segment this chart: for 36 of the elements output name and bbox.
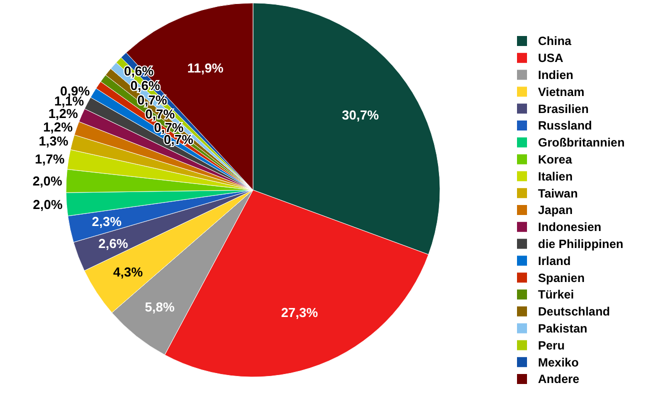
legend-label: Großbritannien [538,136,625,150]
data-label: 2,0% [32,197,63,212]
legend-label: Taiwan [538,186,578,200]
data-label: 2,6% [98,236,128,251]
legend-label: Brasilien [538,102,589,116]
data-label: 2,3% [92,214,122,229]
legend-label: Türkei [538,288,574,302]
legend-label: China [538,34,572,48]
data-label: 11,9% [187,60,224,76]
legend-label: Indonesien [538,220,602,234]
data-label: 27,3% [281,304,318,320]
legend-label: Spanien [538,270,585,285]
legend-label: USA [538,51,564,66]
data-label: 4,3% [113,264,144,280]
legend-label: Korea [538,152,572,166]
data-label: 2,0% [32,173,63,188]
data-label: 5,8% [144,299,175,314]
legend-label: Japan [538,203,573,218]
legend-label: Irland [538,254,571,268]
data-label: 30,7% [342,108,380,123]
data-label: 0,6% [130,78,160,94]
legend-label: Russland [538,118,592,133]
data-label: 1,7% [34,151,66,166]
legend-label: Deutschland [538,304,610,319]
data-label: 1,2% [48,106,78,122]
legend-label: Italien [538,169,573,184]
legend-label: Mexiko [538,355,579,370]
data-label: 0,6% [124,63,154,78]
legend-label: die Philippinen [538,237,624,251]
legend-label: Andere [538,372,580,386]
legend-label: Peru [538,338,565,352]
data-label: 1,2% [43,119,74,134]
legend-label: Vietnam [538,84,584,99]
legend-label: Indien [538,68,574,82]
legend-label: Pakistan [538,322,588,336]
data-label: 1,3% [38,134,69,149]
